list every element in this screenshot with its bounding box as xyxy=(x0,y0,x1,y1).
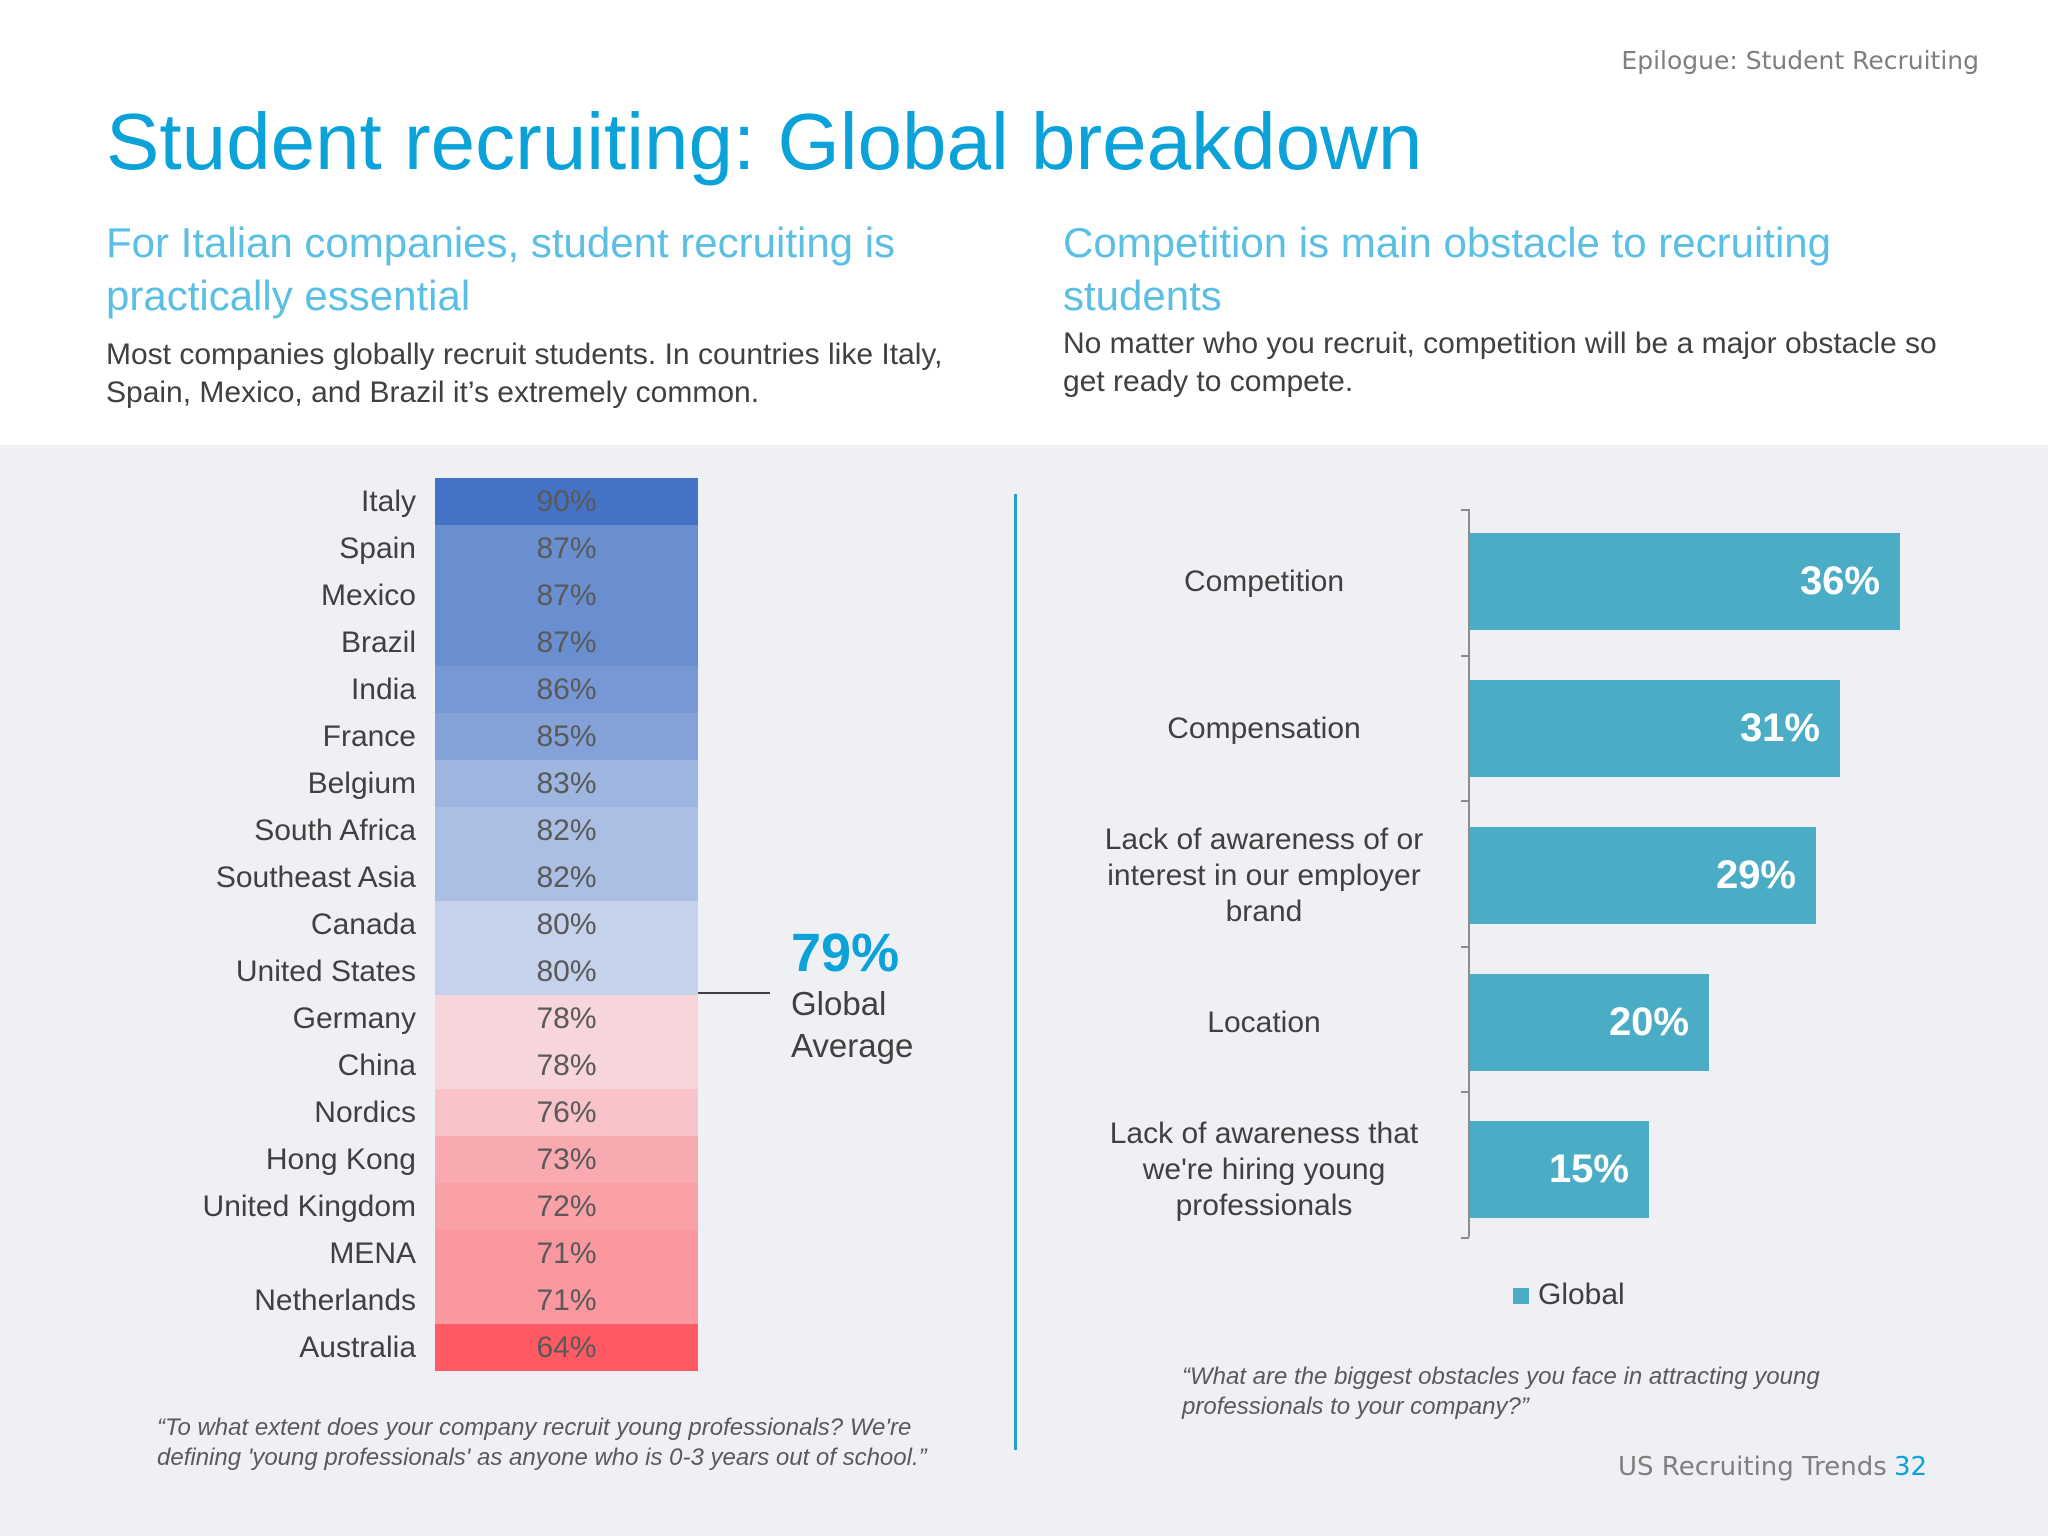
bar-value-label: 15% xyxy=(1548,1147,1629,1191)
left-body-text: Most companies globally recruit students… xyxy=(106,338,943,409)
heatmap-row-label: Nordics xyxy=(314,1096,416,1129)
heatmap-cell: 71% xyxy=(435,1230,698,1277)
heatmap-row-label: Spain xyxy=(339,532,416,565)
right-body-text: No matter who you recruit, competition w… xyxy=(1063,327,1937,398)
heatmap-row-label: United States xyxy=(235,955,416,988)
bar-value-label: 31% xyxy=(1739,706,1820,750)
header-area xyxy=(0,0,2048,445)
heatmap-row-label: MENA xyxy=(329,1237,416,1270)
heatmap-row-label: India xyxy=(350,673,416,706)
heatmap-cell: 83% xyxy=(435,760,698,807)
global-average-label: Global Average xyxy=(791,985,914,1064)
axis-tick xyxy=(1461,655,1469,657)
left-survey-question: “To what extent does your company recrui… xyxy=(157,1414,927,1471)
right-heading: Competition is main obstacle to recruiti… xyxy=(1063,219,1832,319)
heatmap-cell: 73% xyxy=(435,1136,698,1183)
heatmap-cell: 87% xyxy=(435,525,698,572)
footer-brand: US Recruiting Trends xyxy=(1618,1452,1887,1482)
heatmap-cell: 85% xyxy=(435,713,698,760)
heatmap-row-label: Southeast Asia xyxy=(215,861,416,894)
heatmap-cell: 80% xyxy=(435,948,698,995)
left-heading: For Italian companies, student recruitin… xyxy=(106,219,896,319)
obstacle-category-label: Competition xyxy=(1183,565,1345,598)
obstacle-bar: 20% xyxy=(1470,974,1709,1071)
bar-value-label: 20% xyxy=(1608,1000,1689,1044)
axis-tick xyxy=(1461,946,1469,948)
axis-tick xyxy=(1461,509,1469,511)
heatmap-cell: 87% xyxy=(435,619,698,666)
heatmap-cell: 78% xyxy=(435,1042,698,1089)
bar-value-label: 36% xyxy=(1799,559,1880,603)
legend-swatch xyxy=(1513,1288,1529,1304)
heatmap-cell: 64% xyxy=(435,1324,698,1371)
heatmap-row-label: Australia xyxy=(299,1331,416,1364)
global-average-value: 79% xyxy=(791,923,900,983)
heatmap-cell: 87% xyxy=(435,572,698,619)
heatmap-row-label: France xyxy=(322,720,416,753)
obstacle-category-label: Compensation xyxy=(1167,712,1361,745)
bar-chart-legend: Global xyxy=(1513,1278,1625,1312)
heatmap-row-label: China xyxy=(337,1049,416,1082)
heatmap-row-label: Italy xyxy=(360,485,416,518)
axis-tick xyxy=(1461,1091,1469,1093)
heatmap-cell: 72% xyxy=(435,1183,698,1230)
heatmap-row-label: Germany xyxy=(292,1002,416,1035)
obstacle-category-label: Location xyxy=(1207,1006,1321,1039)
heatmap-row-label: Netherlands xyxy=(254,1284,416,1317)
axis-tick xyxy=(1461,800,1469,802)
bar-value-label: 29% xyxy=(1715,853,1796,897)
heatmap-cell: 82% xyxy=(435,807,698,854)
page-title: Student recruiting: Global breakdown xyxy=(106,97,1423,186)
heatmap-row-label: Hong Kong xyxy=(265,1143,416,1176)
heatmap-cell: 82% xyxy=(435,854,698,901)
heatmap-cell: 76% xyxy=(435,1089,698,1136)
heatmap-row-label: South Africa xyxy=(254,814,416,847)
page-number: 32 xyxy=(1894,1452,1928,1482)
column-divider xyxy=(1014,494,1017,1450)
obstacle-bar: 31% xyxy=(1470,680,1840,777)
obstacle-bar: 15% xyxy=(1470,1121,1649,1218)
section-label: Epilogue: Student Recruiting xyxy=(1621,46,1979,75)
heatmap-row-label: Mexico xyxy=(320,579,416,612)
obstacle-category-label: Lack of awareness of or interest in our … xyxy=(1104,823,1424,928)
obstacle-bar: 29% xyxy=(1470,827,1816,924)
axis-tick xyxy=(1461,1237,1469,1239)
legend-label: Global xyxy=(1538,1278,1625,1311)
right-survey-question: “What are the biggest obstacles you face… xyxy=(1182,1363,1820,1420)
global-average-connector xyxy=(698,992,770,994)
heatmap-row-label: Canada xyxy=(310,908,416,941)
heatmap-row-label: Brazil xyxy=(340,626,416,659)
heatmap-cell: 71% xyxy=(435,1277,698,1324)
heatmap-row-label: Belgium xyxy=(307,767,416,800)
heatmap-cell: 86% xyxy=(435,666,698,713)
heatmap-cell: 78% xyxy=(435,995,698,1042)
heatmap-row-label: United Kingdom xyxy=(202,1190,416,1223)
heatmap-cell: 90% xyxy=(435,478,698,525)
obstacle-category-label: Lack of awareness that we're hiring youn… xyxy=(1109,1117,1419,1222)
obstacle-bar: 36% xyxy=(1470,533,1900,630)
heatmap-cell: 80% xyxy=(435,901,698,948)
bar-chart-axis xyxy=(1468,509,1470,1237)
